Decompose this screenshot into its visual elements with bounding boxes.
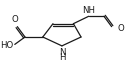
Text: H: H — [59, 53, 65, 62]
Text: HO: HO — [1, 41, 14, 50]
Text: NH: NH — [82, 6, 95, 15]
Text: N: N — [59, 48, 65, 57]
Text: O: O — [11, 15, 18, 24]
Text: O: O — [117, 24, 124, 33]
